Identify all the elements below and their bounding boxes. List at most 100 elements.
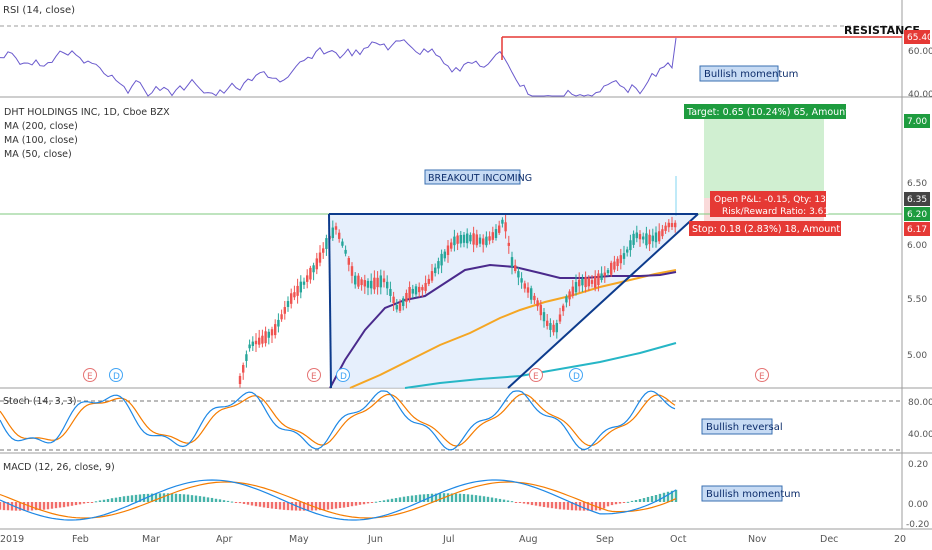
price-tick-6-20: 6.20 bbox=[907, 210, 927, 220]
macd-bar bbox=[574, 502, 578, 511]
resistance-label: RESISTANCE bbox=[844, 24, 920, 37]
candle-body bbox=[373, 277, 376, 290]
macd-bar bbox=[18, 502, 22, 511]
macd-bar bbox=[398, 497, 402, 502]
earnings-marker[interactable] bbox=[529, 368, 543, 382]
stoch-annotation: Bullish reversal bbox=[706, 422, 783, 433]
macd-bar bbox=[586, 502, 590, 511]
rsi-tick-40: 40.00 bbox=[908, 90, 932, 100]
macd-bar bbox=[482, 496, 486, 502]
candle-body bbox=[542, 312, 546, 322]
earnings-marker[interactable] bbox=[307, 368, 321, 382]
candle-body bbox=[258, 337, 261, 345]
macd-bar bbox=[30, 502, 34, 511]
price-tick-5-00: 5.00 bbox=[907, 351, 927, 361]
macd-bar bbox=[610, 502, 614, 506]
macd-bar bbox=[82, 502, 86, 504]
candle-body bbox=[578, 279, 581, 287]
macd-signal-line bbox=[0, 481, 677, 519]
macd-tick-0-20: 0.20 bbox=[908, 460, 928, 470]
dividend-marker[interactable] bbox=[336, 368, 350, 382]
macd-bar bbox=[422, 494, 426, 502]
candle-body bbox=[357, 275, 360, 287]
macd-bar bbox=[602, 502, 606, 509]
candle-body bbox=[344, 249, 347, 254]
macd-bar bbox=[486, 496, 490, 502]
candle-body bbox=[392, 296, 395, 304]
candle-body bbox=[402, 298, 405, 307]
open-pl-label: Open P&L: -0.15, Qty: 1388 bbox=[714, 195, 838, 205]
candle-body bbox=[546, 320, 549, 326]
candle-body bbox=[638, 234, 642, 240]
macd-bar bbox=[666, 491, 670, 502]
candle-body bbox=[498, 225, 501, 233]
candle-body bbox=[334, 226, 338, 230]
candle-body bbox=[523, 283, 526, 289]
candle-body bbox=[574, 282, 578, 293]
time-tick: Oct bbox=[670, 534, 687, 545]
candle-body bbox=[539, 304, 542, 316]
candle-body bbox=[642, 236, 645, 240]
macd-bar bbox=[142, 494, 146, 502]
macd-bar bbox=[366, 502, 370, 504]
macd-bar bbox=[434, 493, 438, 502]
candle-body bbox=[674, 222, 677, 228]
macd-bar bbox=[206, 497, 210, 502]
candle-body bbox=[520, 278, 523, 283]
macd-bar bbox=[278, 502, 282, 510]
rsi-tick-65-badge bbox=[904, 30, 930, 44]
macd-bar bbox=[258, 502, 262, 507]
candle-body bbox=[277, 319, 280, 327]
macd-bar bbox=[562, 502, 566, 510]
macd-bar bbox=[570, 502, 574, 511]
candle-body bbox=[283, 307, 286, 314]
candle-body bbox=[530, 288, 533, 300]
candle-body bbox=[405, 292, 408, 302]
macd-bar bbox=[274, 502, 278, 509]
candle-body bbox=[654, 232, 658, 243]
candle-body bbox=[427, 278, 430, 284]
macd-bar bbox=[558, 502, 562, 510]
macd-bar bbox=[462, 494, 466, 502]
macd-bar bbox=[286, 502, 290, 511]
macd-bar bbox=[394, 498, 398, 502]
macd-bar bbox=[658, 493, 662, 502]
candle-body bbox=[459, 234, 462, 244]
price-tick-6-20-badge bbox=[904, 207, 930, 221]
candle-body bbox=[526, 287, 530, 293]
macd-bar bbox=[454, 493, 458, 502]
candle-body bbox=[590, 280, 594, 284]
price-tick-6-17: 6.17 bbox=[907, 225, 927, 235]
macd-bar bbox=[374, 501, 378, 503]
earnings-marker[interactable] bbox=[755, 368, 769, 382]
macd-bar bbox=[58, 502, 62, 508]
dividend-marker[interactable] bbox=[109, 368, 123, 382]
candle-body bbox=[315, 258, 318, 270]
macd-bar bbox=[74, 502, 78, 506]
stop-label: Stop: 0.18 (2.83%) 18, Amount: 750.16 bbox=[692, 224, 880, 235]
earnings-marker[interactable] bbox=[83, 368, 97, 382]
candle-body bbox=[661, 229, 664, 237]
rsi-tick-60: 60.00 bbox=[908, 47, 932, 57]
candle-body bbox=[565, 296, 568, 303]
candle-body bbox=[360, 279, 363, 286]
macd-bar bbox=[514, 502, 518, 503]
dividend-marker[interactable] bbox=[569, 368, 583, 382]
time-tick: May bbox=[289, 534, 309, 545]
macd-bar bbox=[618, 502, 622, 504]
macd-bar bbox=[146, 493, 150, 502]
macd-bar bbox=[174, 493, 178, 502]
candle-body bbox=[398, 303, 402, 311]
candle-body bbox=[267, 331, 270, 338]
stoch-k-line bbox=[0, 390, 676, 451]
macd-bar bbox=[194, 495, 198, 502]
macd-bar bbox=[54, 502, 58, 509]
macd-bar bbox=[26, 502, 30, 511]
macd-bar bbox=[250, 502, 254, 506]
macd-bar bbox=[526, 502, 530, 505]
macd-bar bbox=[518, 502, 522, 503]
candle-body bbox=[386, 281, 389, 289]
macd-bar bbox=[342, 502, 346, 508]
macd-bar bbox=[282, 502, 286, 510]
candle-body bbox=[421, 287, 424, 291]
